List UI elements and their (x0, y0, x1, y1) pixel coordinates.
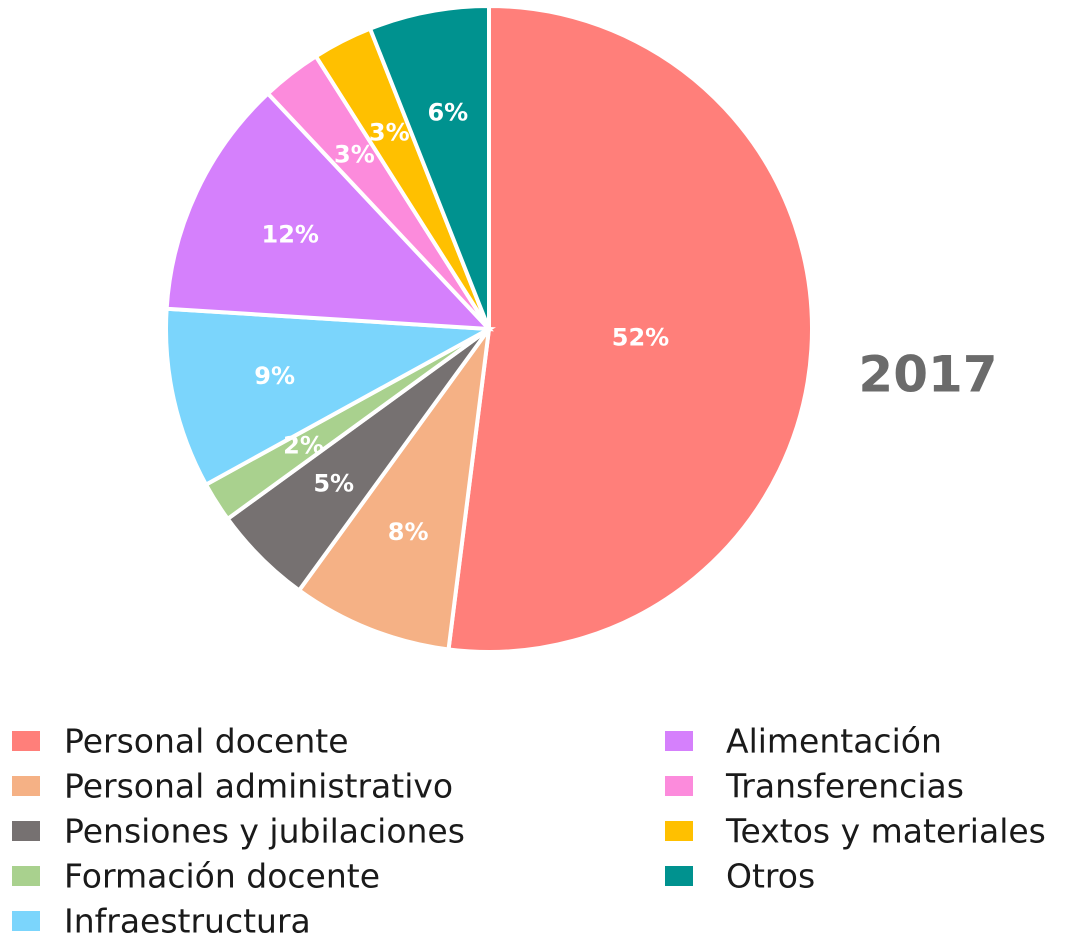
legend-label: Transferencias (725, 767, 964, 806)
value-label: 6% (427, 98, 468, 126)
legend-swatch (12, 821, 40, 841)
legend-swatch (665, 731, 693, 751)
legend-swatch (12, 866, 40, 886)
chart-title: 2017 (858, 346, 997, 404)
legend-label: Otros (726, 857, 815, 896)
pie-slice (164, 90, 494, 332)
pie-slice (446, 3, 814, 654)
value-label: 2% (283, 432, 324, 460)
legend-swatch (665, 821, 693, 841)
legend-swatch (665, 776, 693, 796)
legend-label: Personal administrativo (64, 767, 453, 806)
legend-label: Textos y materiales (725, 812, 1046, 851)
legend-label: Personal docente (64, 722, 349, 761)
value-label: 5% (313, 469, 354, 497)
legend-label: Alimentación (726, 722, 942, 761)
legend-swatch (12, 911, 40, 931)
legend-label: Formación docente (64, 857, 380, 896)
pie-slice (367, 3, 491, 330)
legend-swatch (12, 776, 40, 796)
legend-label: Infraestructura (64, 902, 311, 937)
value-label: 3% (334, 140, 375, 168)
value-label: 9% (254, 362, 295, 390)
legend-swatch (665, 866, 693, 886)
value-label: 12% (262, 220, 319, 248)
legend-swatch (12, 731, 40, 751)
value-label: 3% (369, 118, 410, 146)
legend-label: Pensiones y jubilaciones (64, 812, 465, 851)
value-label: 52% (612, 324, 669, 352)
value-label: 8% (388, 518, 429, 546)
pie-slice (296, 327, 491, 652)
pie-slice (164, 306, 496, 488)
